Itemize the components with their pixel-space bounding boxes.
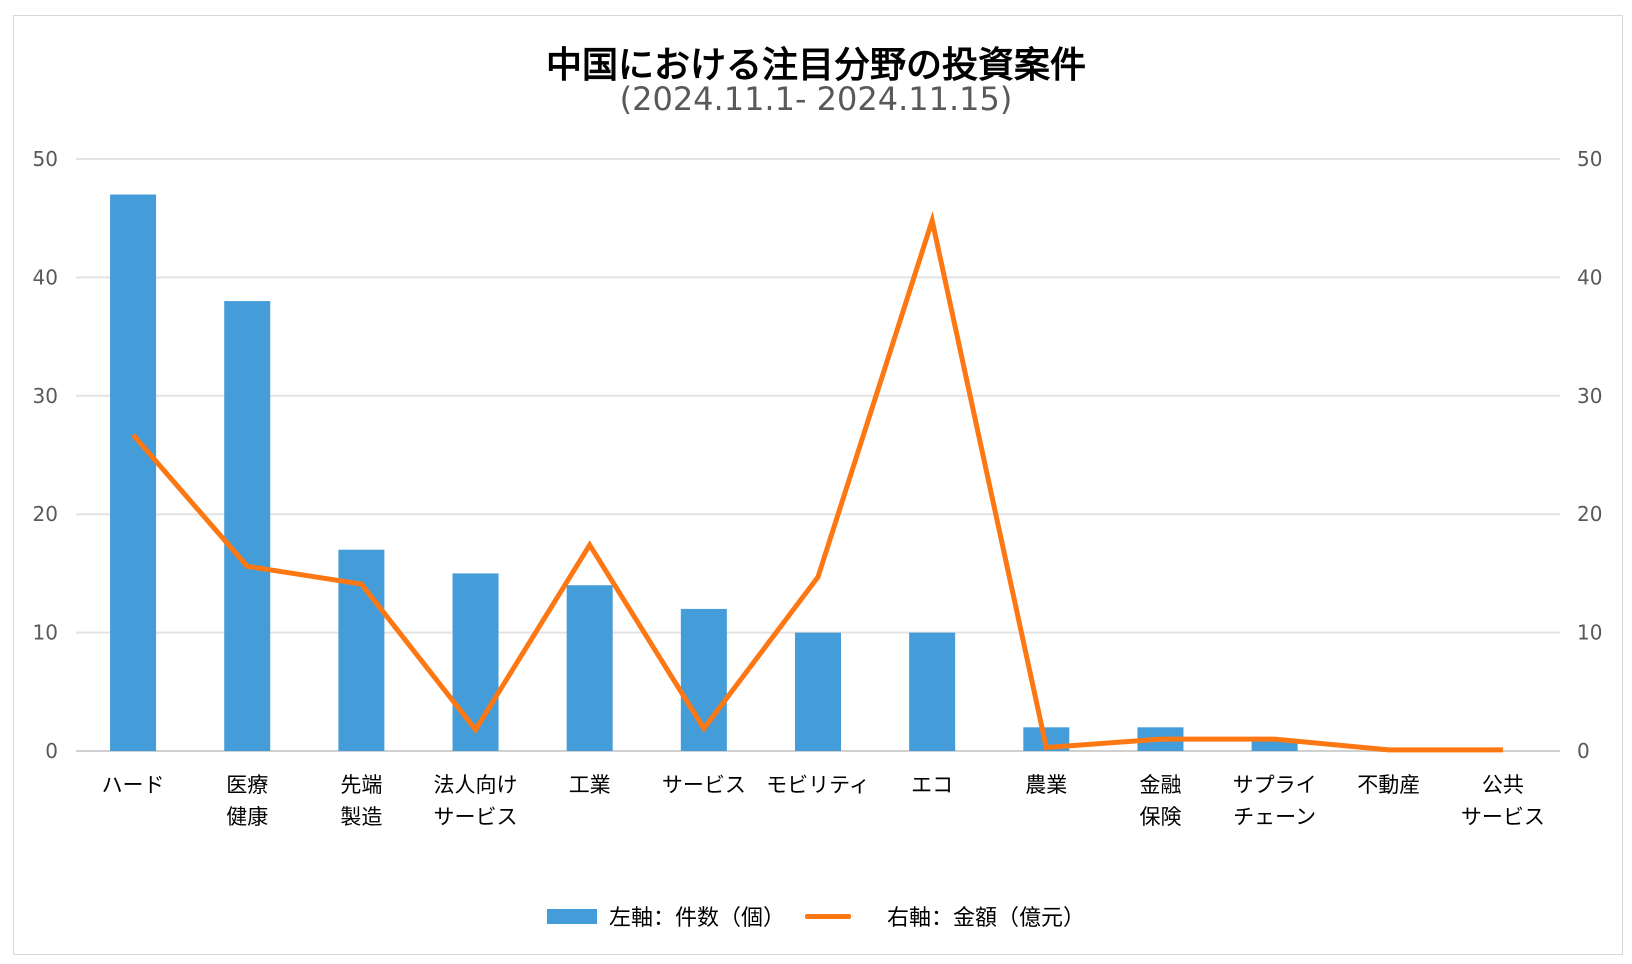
y-right-tick-label: 30 xyxy=(1577,384,1602,408)
x-tick-label: チェーン xyxy=(1233,805,1316,829)
y-right-tick-label: 20 xyxy=(1577,502,1602,526)
y-left-tick-label: 30 xyxy=(33,384,58,408)
y-right-tick-label: 10 xyxy=(1577,621,1602,645)
x-tick-label: モビリティ xyxy=(766,773,870,797)
x-tick-label: 公共 xyxy=(1482,773,1524,797)
x-tick-label: 不動産 xyxy=(1357,773,1420,797)
x-tick-label: サービス xyxy=(1461,805,1545,829)
bar xyxy=(795,632,841,751)
x-tick-label: 先端 xyxy=(340,773,382,797)
bar xyxy=(566,585,613,751)
bar xyxy=(224,301,271,751)
y-left-tick-label: 50 xyxy=(33,147,58,171)
line-series xyxy=(131,210,1503,753)
x-tick-label: サービス xyxy=(434,805,518,829)
y-right-tick-label: 50 xyxy=(1577,147,1602,171)
y-left-tick-label: 0 xyxy=(45,739,58,763)
x-tick-label: ハード xyxy=(102,773,165,797)
y-left-tick-label: 40 xyxy=(33,265,58,289)
x-tick-label: 金融 xyxy=(1139,773,1181,797)
x-tick-label: 保険 xyxy=(1139,805,1181,829)
bar xyxy=(909,632,956,751)
y-left-tick-label: 20 xyxy=(33,502,58,526)
legend-bar-label: 左軸：件数（個） xyxy=(608,906,785,931)
legend-bar-swatch xyxy=(546,908,597,924)
legend-line-label: 右軸：金額（億元） xyxy=(887,906,1086,931)
chart-title: 中国における注目分野の投資案件 xyxy=(545,45,1086,86)
x-tick-label: 製造 xyxy=(340,805,382,829)
chart-subtitle: (2024.11.1- 2024.11.15) xyxy=(619,80,1013,118)
x-tick-label: 農業 xyxy=(1025,773,1067,797)
y-right-tick-label: 0 xyxy=(1577,739,1590,763)
x-tick-label: サービス xyxy=(662,773,746,797)
y-left-tick-label: 10 xyxy=(33,621,58,645)
bar xyxy=(110,194,157,751)
x-tick-label: 医療 xyxy=(226,773,268,797)
chart-frame xyxy=(13,15,1623,955)
x-tick-label: サプライ xyxy=(1233,773,1317,797)
y-right-tick-label: 40 xyxy=(1577,265,1602,289)
bar xyxy=(1251,739,1298,751)
legend: 左軸：件数（個） 右軸：金額（億元） xyxy=(0,900,1632,932)
legend-line-swatch xyxy=(805,913,851,919)
x-tick-label: 法人向け xyxy=(434,773,518,797)
x-tick-label: 健康 xyxy=(226,805,268,829)
bar xyxy=(452,573,499,751)
x-tick-label: エコ xyxy=(911,773,953,797)
x-tick-label: 工業 xyxy=(569,773,611,797)
